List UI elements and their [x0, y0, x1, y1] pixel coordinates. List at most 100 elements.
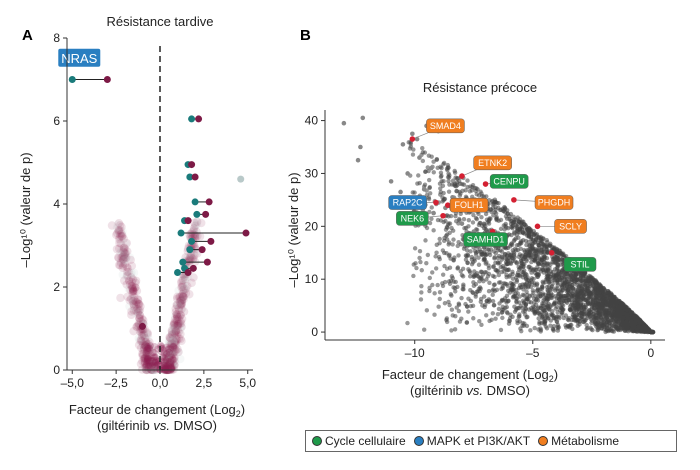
panel-a-background-point — [173, 321, 182, 330]
panel-a-background-point — [114, 244, 124, 253]
panel-a-point-maroon — [191, 173, 199, 181]
panel-a-background-point — [123, 263, 132, 273]
panel-a-background-point — [192, 219, 201, 229]
panel-a-background-point — [172, 300, 182, 309]
panel-b-background-point — [594, 286, 600, 292]
panel-a-background-point — [171, 326, 181, 335]
panel-a-background-point — [134, 334, 143, 343]
panel-b-background-point — [496, 261, 501, 266]
panel-b-background-point — [499, 286, 504, 292]
panel-a-background-point — [175, 319, 185, 329]
panel-a-background-point — [186, 229, 196, 239]
panel-a-background-point — [188, 230, 198, 239]
panel-a-background-point — [172, 314, 181, 324]
panel-b-background-point — [426, 153, 432, 158]
panel-b-background-point — [612, 321, 617, 327]
panel-a-background-point — [119, 255, 128, 265]
panel-b-background-point — [511, 294, 517, 299]
panel-a-background-point — [174, 347, 183, 357]
panel-b-background-point — [426, 195, 432, 200]
panel-b-outlier-point — [417, 155, 422, 160]
panel-a-background-point — [160, 364, 169, 373]
panel-b-gene-point — [482, 181, 489, 187]
panel-b-background-point — [582, 282, 587, 287]
panel-b-background-point — [598, 293, 603, 299]
panel-a-background-point — [179, 291, 188, 300]
panel-b-background-point — [508, 261, 514, 266]
panel-b-background-point — [635, 329, 640, 334]
panel-a-background-point — [163, 361, 173, 370]
panel-a-background-point — [142, 329, 152, 338]
panel-b-background-point — [567, 307, 573, 312]
panel-a-background-point — [168, 343, 177, 352]
panel-b-background-point — [555, 263, 561, 268]
panel-b-title: Résistance précoce — [423, 80, 537, 95]
panel-b-background-point — [453, 289, 458, 294]
panel-b-background-point — [522, 231, 527, 236]
panel-b-outlier-point — [431, 210, 436, 216]
panel-b-background-point — [524, 323, 530, 329]
panel-b-marks: SMAD4 ETNK2 CENPU PHGDH RAP2C FOLH1 NEK6 SCLY SA… — [341, 115, 597, 272]
panel-a-xlabel2-b: DMSO) — [170, 418, 217, 433]
panel-b-background-point — [479, 214, 484, 220]
panel-a-background-point — [164, 362, 173, 371]
legend-label-metabolisme: Métabolisme — [551, 434, 620, 448]
panel-b-background-point — [495, 255, 501, 261]
panel-a-background-point — [120, 250, 129, 259]
panel-a-background-point — [137, 328, 146, 337]
panel-b-background-point — [525, 247, 530, 253]
panel-b-background-point — [456, 253, 461, 258]
panel-b-background-point — [503, 305, 508, 310]
panel-a-background-point — [122, 253, 131, 262]
panel-b-background-point — [407, 146, 413, 151]
panel-b-background-point — [461, 287, 466, 292]
panel-a-background-point — [171, 326, 180, 335]
panel-a-background-point — [118, 270, 127, 279]
panel-b-background-point — [473, 215, 479, 221]
panel-a-background-point — [170, 319, 179, 328]
panel-a-background-point — [151, 359, 159, 367]
panel-a-background-point — [134, 299, 143, 309]
panel-a-background-point — [137, 314, 147, 323]
panel-b-background-point — [434, 250, 439, 255]
panel-a-background-point — [177, 276, 186, 286]
panel-b-background-point — [631, 314, 636, 319]
panel-a-background-point — [127, 273, 136, 282]
panel-a-background-point — [165, 358, 174, 367]
panel-a-background-point — [173, 330, 182, 339]
panel-a-background-point — [118, 254, 128, 263]
panel-b-background-point — [502, 210, 508, 215]
panel-b-background-point — [593, 314, 598, 319]
legend-swatch-cycle — [312, 436, 322, 446]
panel-a-x-tick-label: 2,5 — [196, 376, 213, 390]
panel-a-background-point — [117, 231, 126, 241]
panel-b-background-point — [532, 239, 538, 245]
panel-b-background-point — [516, 229, 521, 235]
panel-b-background-point — [462, 225, 467, 231]
panel-a-background-point — [142, 361, 151, 370]
panel-a-background-point — [136, 359, 146, 369]
panel-a-background-point — [143, 341, 153, 350]
panel-b-background-point — [423, 169, 428, 175]
panel-b-background-point — [567, 297, 572, 302]
panel-b-background-point — [426, 177, 432, 183]
panel-b-background-point — [477, 220, 482, 226]
panel-b-background-point — [561, 282, 566, 287]
panel-a-background-point — [167, 347, 177, 357]
panel-b-background-point — [548, 318, 554, 323]
panel-b-background-point — [527, 243, 532, 249]
panel-b-outlier-point — [358, 144, 363, 150]
panel-a-background-point — [146, 362, 156, 371]
panel-a-background-point — [179, 307, 189, 316]
panel-a-background-point — [118, 263, 127, 272]
panel-b-background-point — [540, 284, 545, 290]
panel-a-background-point — [112, 223, 122, 232]
panel-a-background-point — [128, 289, 137, 299]
panel-a-background-point — [144, 362, 153, 372]
panel-a-background-point — [138, 330, 147, 339]
panel-a-background-point — [167, 362, 175, 370]
panel-a-background-point — [114, 227, 123, 236]
panel-b-background-point — [498, 226, 504, 232]
panel-a-background-point — [173, 320, 183, 330]
panel-b-background-point — [452, 168, 457, 174]
